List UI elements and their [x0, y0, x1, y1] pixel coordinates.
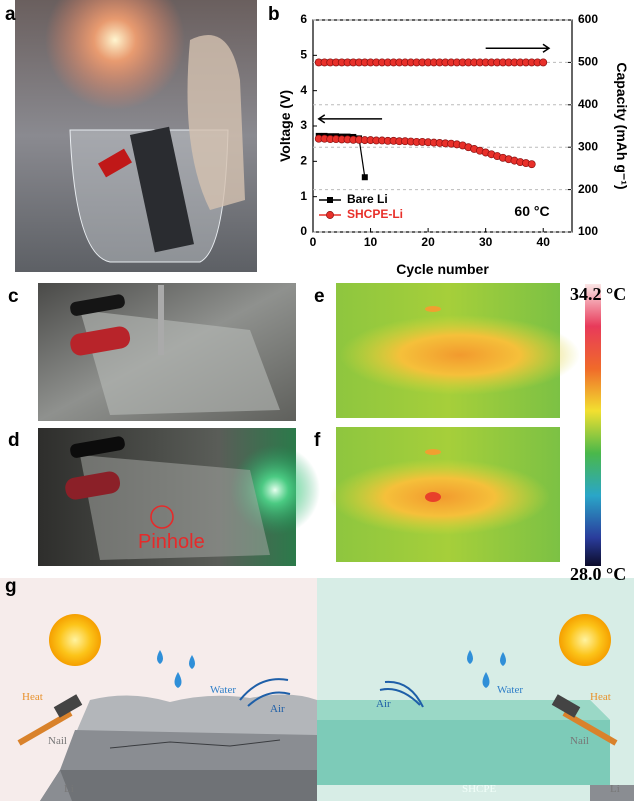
y-tick-label: 4 [300, 83, 307, 97]
annotation: 60 °C [514, 203, 549, 219]
x-tick-label: 20 [421, 235, 435, 249]
rect-shape [158, 285, 164, 355]
legend-label: SHCPE-Li [347, 207, 403, 221]
legend-marker [327, 197, 333, 203]
y2-tick-label: 300 [578, 139, 598, 153]
colorbar-max: 34.2 °C [570, 284, 626, 304]
y2-tick-label: 600 [578, 12, 598, 26]
schematic-label: Air [270, 703, 285, 715]
x-tick-label: 30 [479, 235, 493, 249]
y2-tick-label: 500 [578, 55, 598, 69]
arrow [319, 115, 382, 123]
schematic-label: Water [210, 684, 236, 696]
ellipse-shape [425, 306, 441, 312]
colorbar-min: 28.0 °C [570, 564, 626, 584]
ellipse-shape [425, 492, 441, 502]
photo-c [38, 283, 296, 421]
y2-tick-label: 200 [578, 182, 598, 196]
x-tick-label: 0 [310, 235, 317, 249]
x-tick-label: 40 [537, 235, 551, 249]
y-tick-label: 2 [300, 154, 307, 168]
thermal-f [330, 427, 560, 562]
schematic-label: Li [64, 783, 74, 795]
panel-label: c [8, 286, 19, 307]
point [540, 59, 547, 66]
panel-label: d [8, 430, 20, 451]
schematic-label: Heat [590, 691, 611, 703]
y-tick-label: 5 [300, 48, 307, 62]
schematic-label: Air [376, 698, 391, 710]
y-tick-label: 0 [300, 224, 307, 238]
schematic-label: Nail [570, 735, 589, 747]
y-tick-label: 1 [300, 189, 307, 203]
y2-tick-label: 400 [578, 97, 598, 111]
path-shape [60, 730, 317, 770]
colorbar [585, 284, 601, 566]
photo-a [15, 0, 257, 272]
thermal-e [336, 283, 580, 418]
x-axis-title: Cycle number [396, 261, 489, 277]
y2-axis-title: Capacity (mAh g⁻¹) [614, 62, 630, 189]
panel-label: e [314, 286, 325, 307]
circle-shape [559, 614, 611, 666]
y-tick-label: 6 [300, 12, 307, 26]
panel-label: b [268, 4, 280, 25]
schematic-label: SHCPE [462, 783, 497, 795]
y2-tick-label: 100 [578, 224, 598, 238]
panel-label: g [5, 576, 17, 597]
ellipse-shape [340, 315, 580, 395]
circle-shape [49, 614, 101, 666]
chart: 0 1 2 3 4 5 6 100 200 300 400 500 600 0 10 20 30 40 Cycle … [277, 12, 630, 277]
panel-label: f [314, 430, 321, 451]
schematic-label: Heat [22, 691, 43, 703]
point [362, 174, 368, 180]
schematic-label: Water [497, 684, 523, 696]
x-tick-label: 10 [364, 235, 378, 249]
schematic-label: Nail [48, 735, 67, 747]
schematic [0, 578, 634, 801]
figure: a b c d e f g Pinhole 34.2 °C 28.0 °C Heat Water Air… [0, 0, 634, 801]
y-axis-title: Voltage (V) [277, 90, 293, 162]
legend-marker [326, 211, 333, 218]
panel-label: a [5, 4, 16, 25]
point [528, 161, 535, 168]
schematic-label: Li [610, 783, 620, 795]
legend-label: Bare Li [347, 192, 388, 206]
ellipse-shape [425, 449, 441, 455]
arrow [486, 44, 549, 52]
pinhole-label: Pinhole [138, 531, 205, 553]
path-shape [40, 770, 317, 801]
y-tick-label: 3 [300, 118, 307, 132]
